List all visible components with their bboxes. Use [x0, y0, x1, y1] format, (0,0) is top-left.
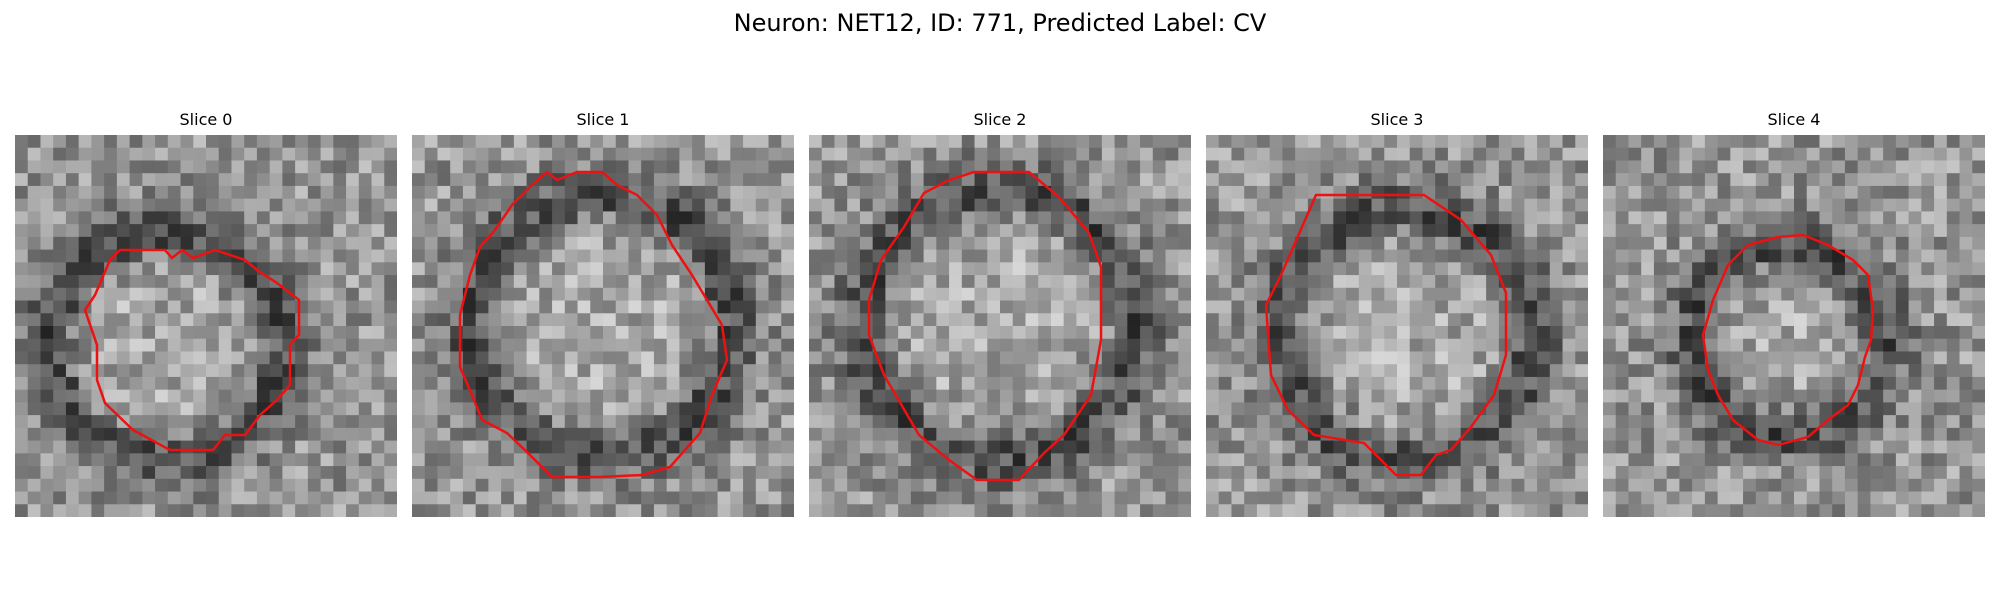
pixel-grid: [412, 135, 794, 517]
slice-title: Slice 4: [1603, 110, 1985, 130]
pixel-grid: [1603, 135, 1985, 517]
slice-image: [412, 135, 794, 517]
pixel-grid: [15, 135, 397, 517]
slice-image: [1206, 135, 1588, 517]
slice-title: Slice 3: [1206, 110, 1588, 130]
slice-title: Slice 0: [15, 110, 397, 130]
slice-image: [809, 135, 1191, 517]
pixel-grid: [809, 135, 1191, 517]
slice-title: Slice 2: [809, 110, 1191, 130]
slice-image: [15, 135, 397, 517]
figure-title: Neuron: NET12, ID: 771, Predicted Label:…: [0, 8, 2000, 38]
slice-image: [1603, 135, 1985, 517]
pixel-grid: [1206, 135, 1588, 517]
slice-title: Slice 1: [412, 110, 794, 130]
